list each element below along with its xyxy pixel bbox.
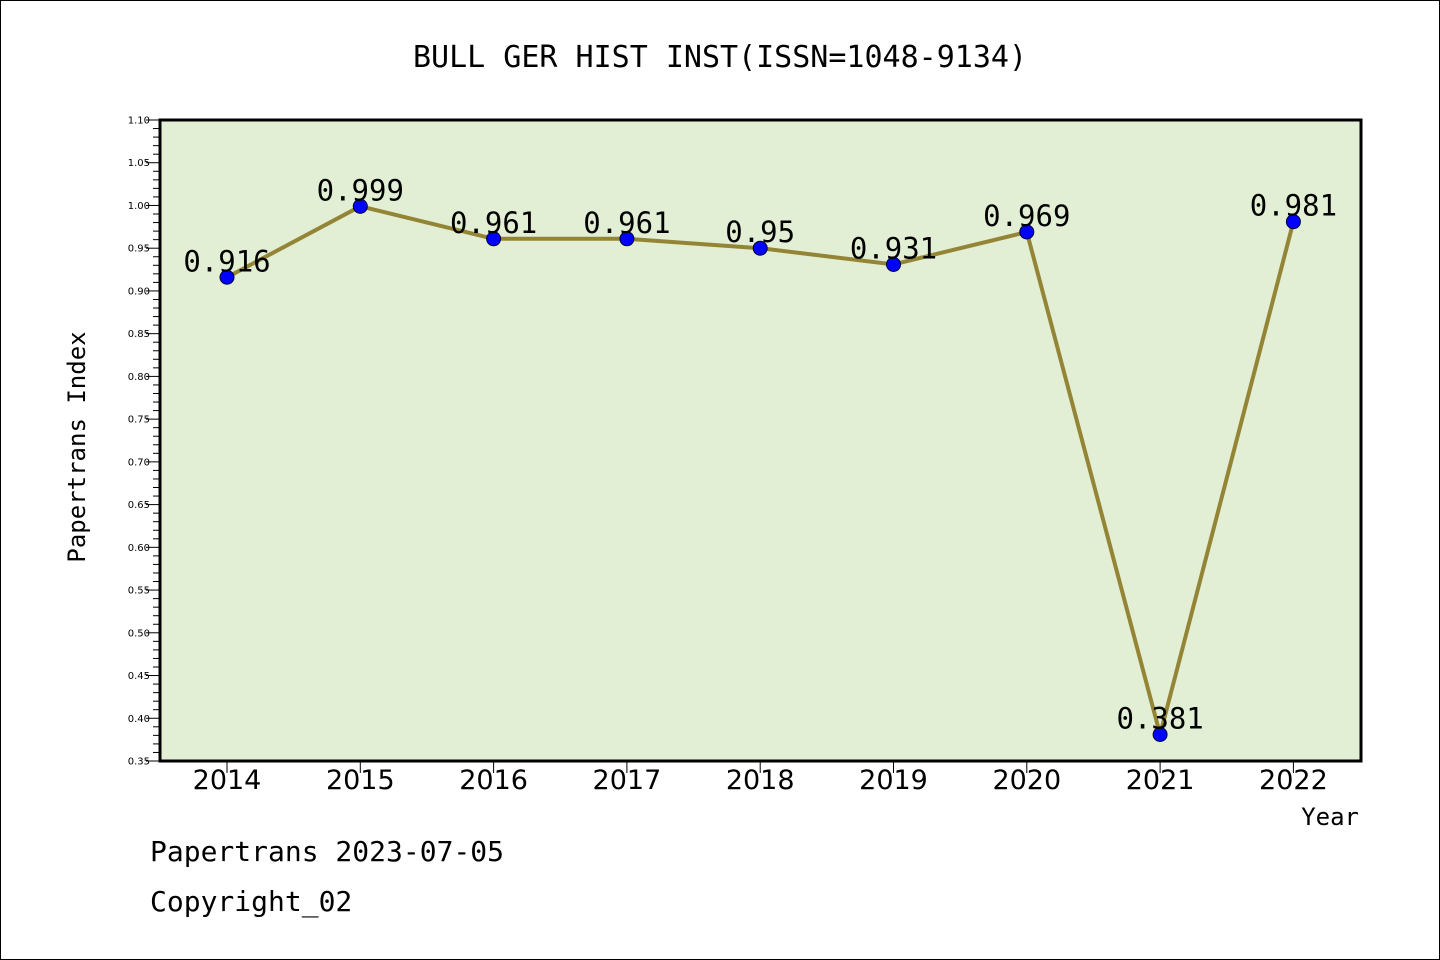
chart-title: BULL GER HIST INST(ISSN=1048-9134)	[413, 40, 1027, 75]
y-tick-label: 0.75	[128, 415, 150, 426]
data-label: 0.916	[183, 244, 270, 278]
data-label: 0.981	[1250, 189, 1337, 223]
x-tick-label: 2015	[326, 765, 395, 796]
x-tick-label: 2017	[593, 765, 662, 796]
y-axis: 0.35 0.40 0.45 0.50 0.55 0.60 0.65 0.70 0.75 0.80…	[128, 116, 160, 768]
data-point	[352, 198, 368, 214]
y-tick-label: 1.00	[128, 201, 150, 212]
x-tick-label: 2022	[1259, 765, 1328, 796]
y-tick-label: 0.50	[128, 628, 150, 639]
y-tick-label: 0.70	[128, 457, 150, 468]
data-point	[219, 269, 235, 285]
plot-area	[160, 120, 1361, 761]
series-markers	[219, 198, 1301, 743]
data-point	[1019, 224, 1035, 240]
y-tick-label: 0.95	[128, 244, 150, 255]
x-tick-label: 2020	[992, 765, 1061, 796]
y-tick-label: 0.55	[128, 586, 150, 597]
data-label: 0.931	[850, 231, 937, 265]
data-label: 0.961	[583, 206, 670, 240]
x-tick-label: 2018	[726, 765, 795, 796]
x-axis-title: Year	[1301, 803, 1359, 831]
y-tick-label: 0.65	[128, 500, 150, 511]
footer-date: Papertrans 2023-07-05	[150, 835, 505, 868]
y-tick-label: 0.45	[128, 671, 150, 682]
y-tick-label: 0.80	[128, 372, 150, 383]
x-tick-label: 2019	[859, 765, 928, 796]
y-tick-label: 1.05	[128, 158, 150, 169]
data-label: 0.999	[317, 173, 404, 207]
data-point	[886, 256, 901, 272]
footer-copyright: Copyright_02	[150, 885, 353, 918]
data-point	[752, 240, 768, 256]
data-label: 0.969	[983, 199, 1070, 233]
y-tick-label: 0.90	[128, 286, 150, 297]
data-point	[619, 231, 635, 247]
y-tick-label: 0.85	[128, 329, 150, 340]
x-tick-label: 2016	[459, 765, 528, 796]
x-tick-label: 2021	[1126, 765, 1195, 796]
y-tick-label: 0.60	[128, 543, 150, 554]
plot-border	[158, 118, 1363, 763]
y-tick-label: 0.40	[128, 714, 150, 725]
y-tick-label: 1.10	[128, 116, 150, 127]
data-label: 0.381	[1116, 702, 1203, 736]
data-point	[1285, 214, 1301, 230]
y-axis-title: Papertrans Index	[63, 331, 91, 562]
data-labels: 0.916 0.999 0.961 0.961 0.95 0.931 0.969 0.381 0…	[183, 173, 1337, 735]
data-point	[486, 231, 502, 247]
y-tick-label: 0.35	[128, 757, 150, 768]
data-point	[1152, 727, 1168, 743]
data-label: 0.961	[450, 206, 537, 240]
data-label: 0.95	[725, 215, 795, 249]
x-tick-label: 2014	[193, 765, 262, 796]
x-axis: 2014 2015 2016 2017 2018 2019 2020 2021 2022	[193, 761, 1328, 796]
